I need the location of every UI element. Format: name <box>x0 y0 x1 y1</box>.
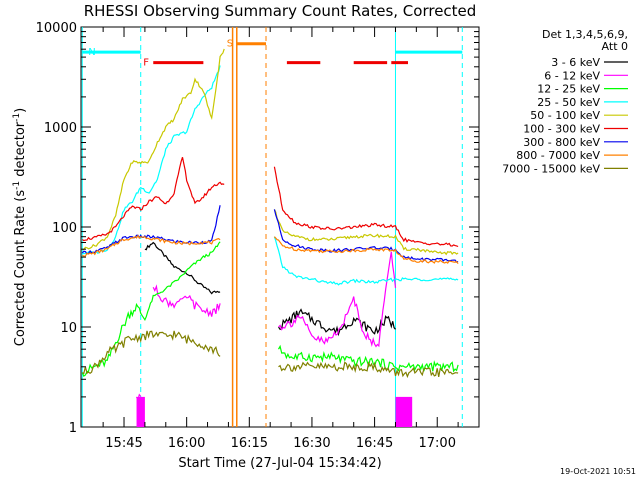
y-axis-ticks: 1 10 100 1000 10000 <box>36 21 479 436</box>
x-tick-label: 17:00 <box>419 436 456 451</box>
series-line-25to50keV <box>82 65 221 256</box>
series-line-3to6keV <box>144 241 221 295</box>
series-line-6to12keV <box>152 284 221 318</box>
legend-entry-label: 100 - 300 keV <box>523 123 600 136</box>
flag-bars: N F S <box>82 39 463 69</box>
y-tick-label: 1000 <box>44 121 77 136</box>
series-line-25to50keV <box>273 236 459 286</box>
series-line-800to7000keV <box>82 234 221 257</box>
magenta-count-bar <box>136 396 145 427</box>
y-tick-label: 10 <box>60 321 77 336</box>
legend-entry-label: 12 - 25 keV <box>537 83 600 96</box>
series-line-100to300keV <box>273 166 459 248</box>
x-tick-label: 16:15 <box>231 436 268 451</box>
series-line-50to100keV <box>82 48 225 251</box>
series-line-12to25keV <box>81 241 221 378</box>
legend-header-line-1: Det 1,3,4,5,6,9, <box>542 28 628 41</box>
x-tick-label: 16:45 <box>356 436 393 451</box>
legend-entry-label: 300 - 800 keV <box>523 136 600 149</box>
chart-title: RHESSI Observing Summary Count Rates, Co… <box>84 2 477 20</box>
flag-label-n: N <box>88 47 95 58</box>
x-tick-label: 15:45 <box>105 436 142 451</box>
series-line-100to300keV <box>81 157 225 242</box>
x-tick-label: 16:30 <box>293 436 330 451</box>
x-axis-label: Start Time (27-Jul-04 15:34:42) <box>178 456 381 471</box>
legend-entry-label: 7000 - 15000 keV <box>502 162 600 175</box>
legend-entry-label: 25 - 50 keV <box>537 96 600 109</box>
legend-header-line-2: Att 0 <box>602 40 628 53</box>
legend-entry-label: 3 - 6 keV <box>551 56 600 69</box>
series-line-6to12keV <box>278 251 397 348</box>
x-tick-label: 16:00 <box>168 436 205 451</box>
y-tick-label: 10000 <box>36 21 77 36</box>
y-tick-label: 1 <box>69 421 77 436</box>
series-line-800to7000keV <box>273 236 459 265</box>
series-line-300to800keV <box>81 205 221 255</box>
interval-markers <box>81 27 463 427</box>
series-line-7000to15000keV <box>82 330 221 375</box>
series-lines <box>81 48 459 427</box>
y-axis-label: Corrected Count Rate (s-1 detector-1) <box>12 108 28 346</box>
series-line-50to100keV <box>273 209 459 256</box>
flag-label-f: F <box>143 58 149 69</box>
generation-timestamp: 19-Oct-2021 10:51 <box>560 467 636 476</box>
y-tick-label: 100 <box>52 221 77 236</box>
legend-entry-label: 800 - 7000 keV <box>516 149 600 162</box>
series-line-7000to15000keV <box>278 361 459 379</box>
magenta-count-bar <box>395 396 413 427</box>
legend-entry-label: 50 - 100 keV <box>530 109 600 122</box>
x-axis-ticks: 15:45 16:00 16:15 16:30 16:45 17:00 <box>102 27 480 451</box>
flag-label-s: S <box>227 39 233 50</box>
legend-entry-label: 6 - 12 keV <box>544 69 600 82</box>
